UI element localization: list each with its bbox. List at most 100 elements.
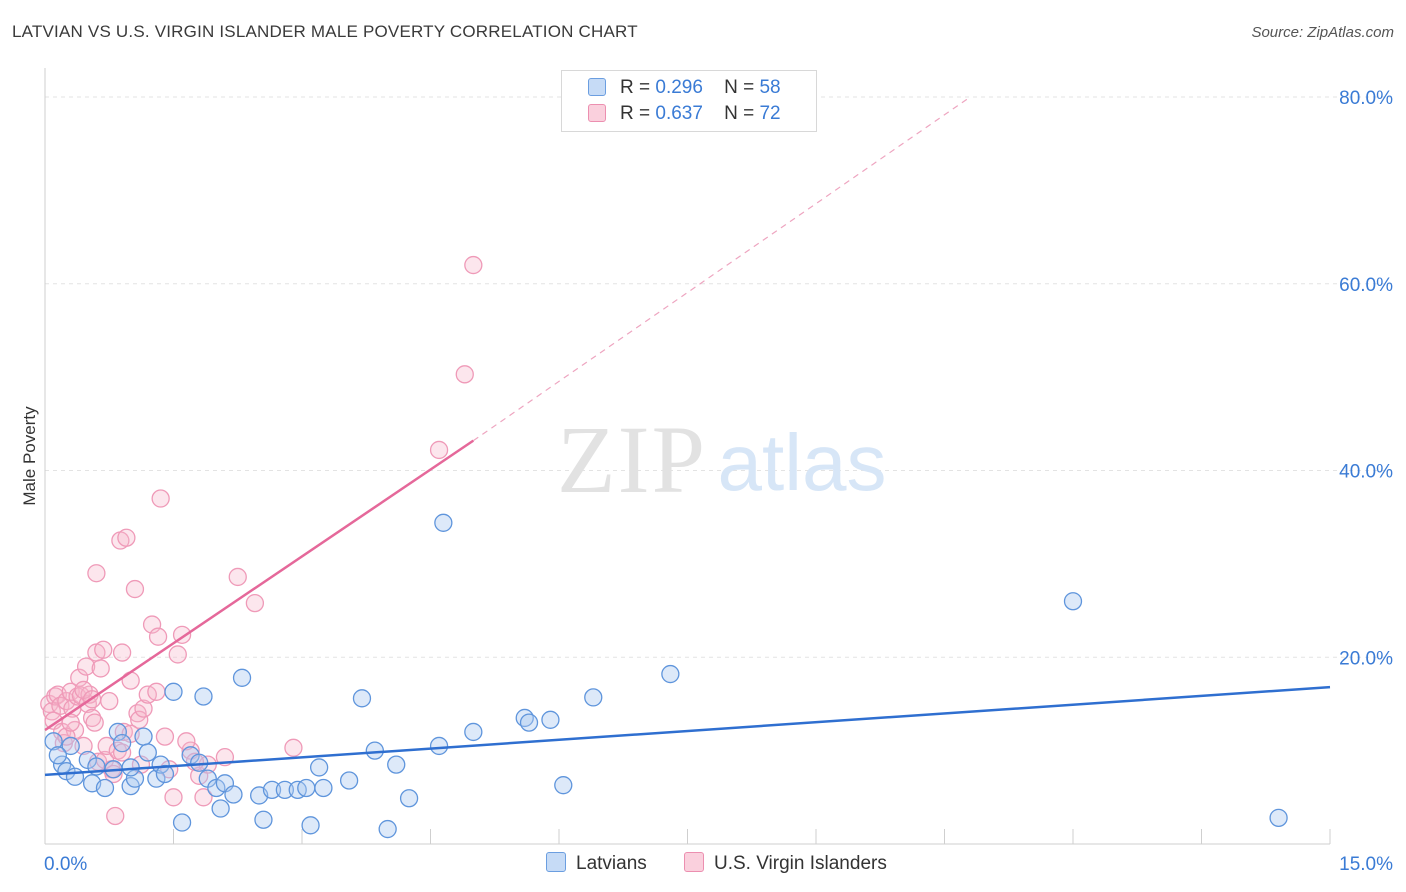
legend-n-value: 58	[759, 77, 781, 98]
data-point-latvians	[1269, 808, 1288, 828]
y-axis-label: Male Poverty	[20, 406, 39, 506]
data-point-latvians	[429, 736, 449, 756]
data-point-virgin-islanders	[455, 365, 474, 384]
data-point-virgin-islanders	[87, 564, 106, 583]
data-point-virgin-islanders	[94, 640, 113, 659]
data-point-latvians	[314, 778, 333, 798]
data-point-virgin-islanders	[164, 788, 183, 807]
data-point-virgin-islanders	[155, 727, 175, 746]
data-point-latvians	[61, 736, 80, 756]
data-point-virgin-islanders	[151, 489, 170, 508]
data-point-latvians	[262, 780, 282, 799]
data-point-latvians	[1063, 592, 1083, 611]
tick-labels: 20.0% 40.0% 60.0% 80.0% 0.0% 15.0%	[44, 88, 1393, 875]
bottom-legend-label-virgin-islanders: U.S. Virgin Islanders	[714, 853, 887, 874]
grid-lines	[45, 96, 1392, 658]
trend-line-virgin-islanders-extension	[472, 96, 971, 442]
bottom-legend-virgin-islanders: U.S. Virgin Islanders	[684, 852, 887, 875]
data-point-latvians	[661, 664, 680, 684]
correlation-legend: R = 0.296 N = 58 R = 0.637 N = 72	[561, 70, 817, 132]
data-point-latvians	[309, 758, 329, 777]
data-point-latvians	[297, 778, 316, 798]
data-point-latvians	[134, 727, 153, 746]
y-tick-label: 40.0%	[1339, 462, 1393, 483]
legend-swatch-pink	[588, 104, 606, 122]
data-point-virgin-islanders	[194, 788, 213, 807]
data-point-latvians	[554, 776, 573, 795]
x-tick-label: 15.0%	[1339, 854, 1393, 875]
bottom-legend-latvians: Latvians	[546, 852, 647, 875]
watermark-zip: ZIP	[557, 406, 707, 513]
data-point-latvians	[387, 755, 406, 774]
data-point-virgin-islanders	[245, 593, 265, 613]
data-point-latvians	[164, 682, 183, 701]
chart-title: LATVIAN VS U.S. VIRGIN ISLANDER MALE POV…	[12, 22, 638, 41]
legend-n-label: N =	[724, 103, 755, 124]
data-point-latvians	[211, 799, 230, 818]
data-point-latvians	[151, 755, 170, 774]
legend-n-value: 72	[759, 103, 781, 124]
data-point-virgin-islanders	[85, 713, 104, 732]
data-point-virgin-islanders	[112, 643, 132, 662]
data-point-latvians	[194, 687, 213, 706]
watermark: ZIP atlas	[557, 406, 886, 513]
data-point-latvians	[365, 741, 384, 760]
y-tick-label: 80.0%	[1339, 88, 1393, 109]
series-virgin-islanders-points	[40, 255, 483, 826]
data-point-virgin-islanders	[130, 710, 149, 729]
data-point-latvians	[275, 780, 295, 799]
data-point-latvians	[224, 785, 243, 804]
data-point-latvians	[138, 743, 157, 762]
data-point-latvians	[207, 778, 226, 798]
data-point-latvians	[339, 771, 359, 790]
data-point-virgin-islanders	[97, 736, 116, 756]
data-point-latvians	[44, 732, 63, 751]
data-point-virgin-islanders	[168, 645, 187, 664]
data-point-latvians	[147, 769, 166, 788]
data-point-virgin-islanders	[147, 682, 166, 701]
data-point-latvians	[125, 769, 145, 788]
data-point-latvians	[434, 513, 453, 532]
legend-n-label: N =	[724, 77, 755, 98]
data-point-virgin-islanders	[74, 736, 93, 756]
data-point-virgin-islanders	[91, 659, 110, 678]
data-point-latvians	[378, 819, 397, 839]
legend-swatch-blue	[588, 78, 606, 96]
data-point-latvians	[399, 789, 419, 808]
legend-text-virgin-islanders: R = 0.637 N = 72	[620, 103, 781, 125]
data-point-virgin-islanders	[177, 732, 196, 751]
trend-line-virgin-islanders	[44, 439, 475, 732]
data-point-virgin-islanders	[134, 699, 153, 718]
data-point-virgin-islanders	[114, 722, 133, 742]
y-tick-label: 60.0%	[1339, 275, 1393, 296]
axes	[44, 68, 1331, 845]
data-point-virgin-islanders	[228, 567, 247, 587]
data-point-latvians	[301, 816, 320, 835]
bottom-legend-swatch-blue	[546, 852, 566, 872]
data-point-latvians	[95, 778, 115, 798]
watermark-atlas: atlas	[718, 418, 887, 507]
trend-line-latvians	[44, 685, 1331, 777]
data-point-virgin-islanders	[284, 738, 303, 757]
data-point-latvians	[108, 722, 127, 742]
legend-r-value: 0.637	[655, 103, 703, 124]
legend-text-latvians: R = 0.296 N = 58	[620, 77, 781, 99]
data-point-latvians	[112, 734, 132, 753]
data-point-latvians	[254, 810, 273, 829]
data-point-latvians	[172, 813, 192, 832]
data-point-virgin-islanders	[464, 255, 483, 275]
data-point-virgin-islanders	[76, 657, 96, 676]
legend-r-value: 0.296	[655, 77, 703, 98]
data-point-virgin-islanders	[148, 627, 168, 646]
bottom-legend-swatch-pink	[684, 852, 704, 872]
data-point-latvians	[541, 710, 560, 729]
data-point-virgin-islanders	[121, 671, 140, 690]
data-point-latvians	[232, 668, 252, 687]
data-point-latvians	[65, 767, 85, 786]
data-point-virgin-islanders	[125, 579, 145, 599]
bottom-legend-label-latvians: Latvians	[576, 853, 647, 874]
legend-r-label: R =	[620, 77, 651, 98]
source-label: Source: ZipAtlas.com	[1251, 24, 1394, 41]
data-point-latvians	[584, 688, 603, 707]
